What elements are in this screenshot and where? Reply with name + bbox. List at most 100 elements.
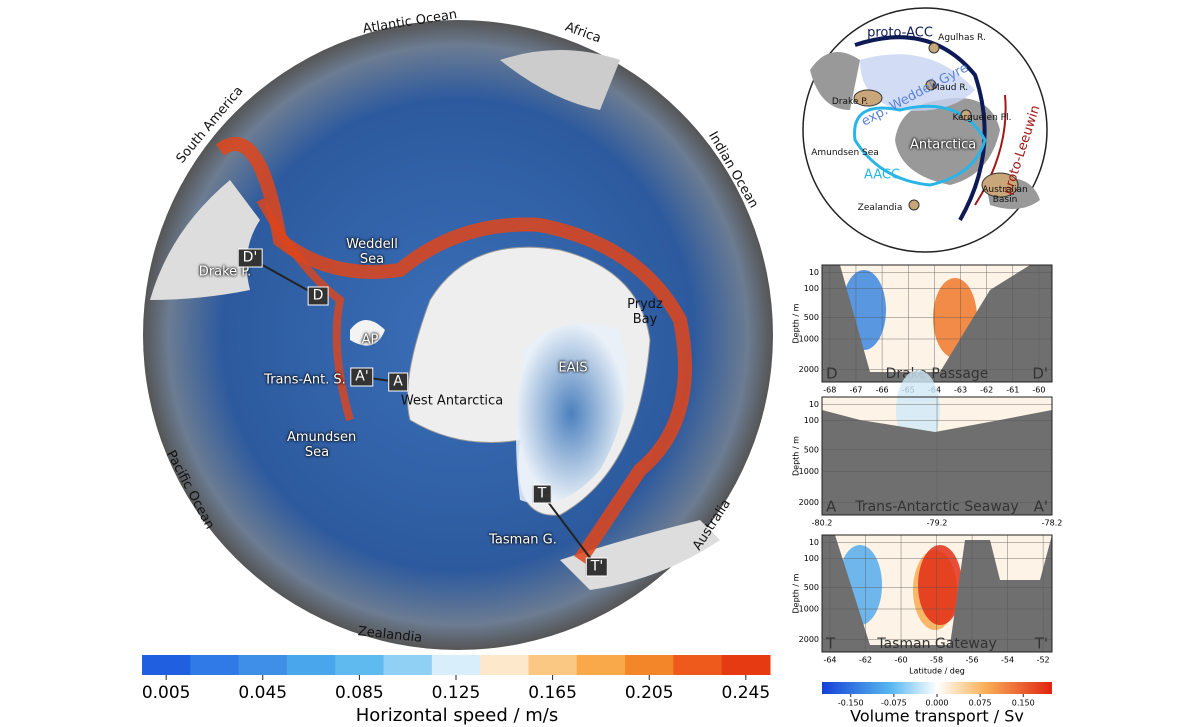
- x-tick-label: -62: [859, 656, 872, 665]
- colorbar-tick-label: 0.150: [1012, 699, 1035, 708]
- x-axis-label: Latitude / deg: [909, 667, 965, 676]
- colorbar-segment: [383, 655, 433, 675]
- colorbar-segment: [673, 655, 723, 675]
- map-label: Amundsen Sea: [811, 148, 879, 158]
- map-label: A: [388, 372, 408, 392]
- section-title: Drake Passage: [886, 366, 989, 382]
- map-label: D': [237, 248, 263, 268]
- y-tick-label: 2000: [799, 498, 819, 507]
- colorbar-tick-label: 0.045: [238, 683, 287, 703]
- map-label: T': [585, 557, 609, 577]
- map-label: Weddell Sea: [346, 237, 398, 267]
- section-start: D: [826, 365, 838, 383]
- x-tick-label: -68: [823, 386, 836, 395]
- x-tick-label: -60: [894, 656, 907, 665]
- colorbar-tick-label: 0.075: [969, 699, 992, 708]
- colorbar-label: Horizontal speed / m/s: [356, 705, 559, 726]
- speed-colorbar: 0.005 0.045 0.085 0.125 0.165 0.205 0.245 Horiz…: [142, 655, 771, 726]
- colorbar-segment: [190, 655, 240, 675]
- colorbar-gradient: [822, 682, 1052, 694]
- colorbar-segment: [142, 655, 191, 675]
- transport-field: [918, 545, 962, 625]
- map-label: AACC: [863, 167, 901, 183]
- colorbar-tick-label: 0.205: [625, 683, 674, 703]
- map-label: Australian Basin: [982, 185, 1028, 205]
- colorbar-segment: [335, 655, 385, 675]
- section-end: D': [1032, 365, 1048, 383]
- y-axis-label: Depth / m: [792, 573, 801, 613]
- y-tick-label: 100: [804, 284, 819, 293]
- map-label: West Antarctica: [400, 393, 504, 409]
- x-tick-label: -58: [930, 656, 943, 665]
- colorbar-segment: [528, 655, 578, 675]
- y-tick-label: 100: [804, 416, 819, 425]
- y-tick-label: 100: [804, 554, 819, 563]
- y-tick-label: 1000: [799, 467, 819, 476]
- map-label: AP: [361, 332, 379, 348]
- colorbar-segment: [480, 655, 529, 675]
- map-label: T: [532, 484, 552, 504]
- x-tick-label: -56: [966, 656, 979, 665]
- y-tick-label: 1000: [799, 604, 819, 613]
- map-label: Tasman G.: [489, 532, 557, 548]
- map-label: Kerguelen Pl.: [952, 113, 1012, 123]
- colorbar-tick-label: 0.085: [335, 683, 384, 703]
- map-label: Zealandia: [857, 203, 903, 213]
- x-tick-label: -67: [849, 386, 862, 395]
- x-tick-label: -52: [1037, 656, 1050, 665]
- section-start: A: [826, 498, 837, 516]
- colorbar-segment: [238, 655, 288, 675]
- bathymetry: [822, 265, 1052, 382]
- y-tick-label: 2000: [799, 635, 819, 644]
- x-tick-label: -63: [954, 386, 967, 395]
- y-tick-label: 2000: [799, 365, 819, 374]
- map-label: Maud R.: [931, 83, 969, 93]
- x-tick-label: -79.2: [927, 519, 948, 528]
- panel-frame: [821, 264, 1053, 383]
- y-tick-label: 500: [804, 313, 819, 322]
- colorbar-tick-label: 0.005: [142, 683, 191, 703]
- section-panel: 10 100 500 1000 2000 -80.2 -79.2 -78.2 Depth / m…: [792, 370, 1062, 528]
- section-start: T: [825, 635, 836, 653]
- y-tick-label: 1000: [799, 334, 819, 343]
- section-title: Tasman Gateway: [876, 636, 997, 652]
- inset-map: [802, 7, 1048, 253]
- y-tick-label: 10: [809, 400, 819, 409]
- map-label: D: [307, 286, 329, 306]
- y-tick-label: 500: [804, 445, 819, 454]
- map-label: Agulhas R.: [938, 33, 986, 43]
- section-end: T': [1034, 635, 1048, 653]
- y-axis-label: Depth / m: [792, 436, 801, 476]
- section-panels: 1010050010002000-68-67-66-65-64-63-62-61…: [792, 264, 1062, 676]
- x-tick-label: -66: [876, 386, 889, 395]
- map-label: Trans-Ant. S.: [264, 372, 346, 388]
- colorbar-segment: [625, 655, 674, 675]
- colorbar-tick-label: 0.000: [926, 699, 949, 708]
- colorbar-tick-label: -0.075: [881, 699, 907, 708]
- colorbar-tick-label: 0.245: [722, 683, 771, 703]
- map-label: Amundsen Sea: [287, 430, 357, 460]
- y-tick-label: 500: [804, 583, 819, 592]
- colorbar-tick-label: 0.125: [432, 683, 481, 703]
- colorbar-segment: [721, 655, 771, 675]
- bathymetry: [822, 535, 1052, 652]
- main-map: [143, 20, 773, 650]
- y-tick-label: 10: [809, 268, 819, 277]
- colorbar-segment: [431, 655, 481, 675]
- colorbar-tick-label: -0.150: [838, 699, 864, 708]
- colorbar-segment: [286, 655, 336, 675]
- section-title: Trans-Antarctic Seaway: [854, 499, 1018, 515]
- map-label: proto-ACC: [867, 25, 933, 41]
- x-tick-label: -64: [823, 656, 836, 665]
- x-tick-label: -80.2: [812, 519, 833, 528]
- map-label: Drake P.: [198, 264, 252, 280]
- section-panel: 10 100 500 1000 2000 -64 -62 -60 -58 -56 -54 -52 Dep…: [792, 534, 1053, 676]
- colorbar-tick-label: 0.165: [528, 683, 577, 703]
- map-label: Prydz Bay: [627, 297, 663, 327]
- x-tick-label: -61: [1006, 386, 1019, 395]
- y-axis-label: Depth / m: [792, 303, 801, 343]
- map-label: Antarctica: [910, 137, 977, 153]
